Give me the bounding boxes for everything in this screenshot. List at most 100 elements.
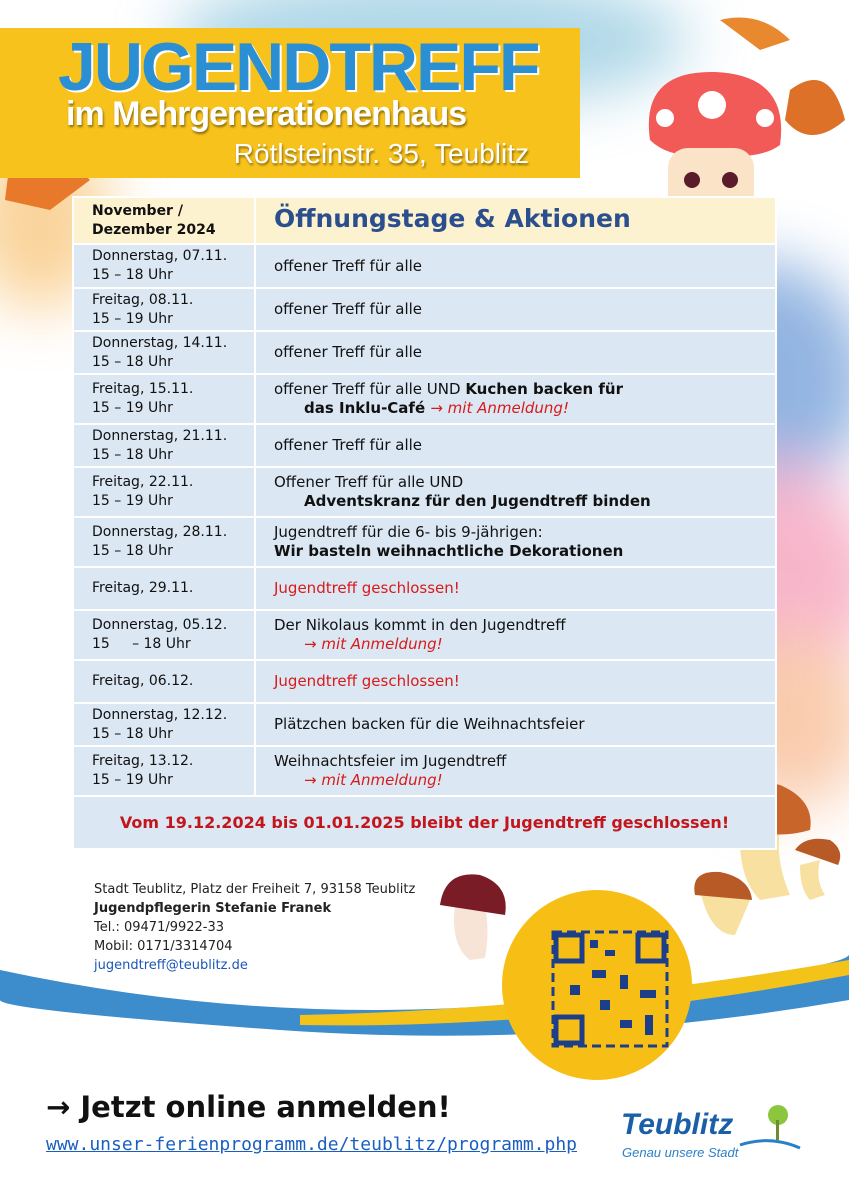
contact-email[interactable]: jugendtreff@teublitz.de <box>94 958 248 973</box>
period-cell: November / Dezember 2024 <box>72 196 256 245</box>
activity-cell: offener Treff für alle <box>254 287 777 332</box>
activity-text: offener Treff für alle <box>274 436 423 454</box>
activity-text: → mit Anmeldung! <box>304 635 443 653</box>
activity-cell: Weihnachtsfeier im Jugendtreff → mit Anme… <box>254 745 777 797</box>
heading-cell: Öffnungstage & Aktionen <box>254 196 777 245</box>
contact-person: Jugendpflegerin Stefanie Franek <box>94 901 332 916</box>
logo-slogan: Genau unsere Stadt <box>622 1145 739 1160</box>
activity-cell: offener Treff für alle <box>254 330 777 375</box>
day: Freitag, 13.12. <box>92 753 194 769</box>
day: Freitag, 22.11. <box>92 474 194 490</box>
time: 15 – 18 Uhr <box>92 446 173 463</box>
day: Freitag, 29.11. <box>92 580 194 596</box>
activity-text: Wir basteln weihnachtliche Dekorationen <box>274 542 624 560</box>
activity-text: Adventskranz für den Jugendtreff binden <box>304 492 651 510</box>
date-cell: Donnerstag, 28.11. 15 – 18 Uhr <box>72 516 256 568</box>
qr-modules <box>570 940 656 1035</box>
logo-tree <box>739 1105 801 1150</box>
time: 15 – 18 Uhr <box>92 636 191 652</box>
activity-cell: Der Nikolaus kommt in den Jugendtreff → m… <box>254 609 777 661</box>
date-cell: Freitag, 06.12. <box>72 659 256 704</box>
activity-text: Weihnachtsfeier im Jugendtreff <box>274 752 507 770</box>
time: 15 – 18 Uhr <box>92 353 173 370</box>
date-cell: Freitag, 13.12. 15 – 19 Uhr <box>72 745 256 797</box>
footer-row: Vom 19.12.2024 bis 01.01.2025 bleibt der… <box>72 795 777 850</box>
activity-cell: Jugendtreff geschlossen! <box>254 659 777 704</box>
activity-text: → mit Anmeldung! <box>430 399 569 417</box>
schedule-table: November / Dezember 2024 Öffnungstage & … <box>72 196 777 850</box>
url[interactable]: www.unser-ferienprogramm.de/teublitz/pro… <box>46 1134 578 1155</box>
day: Donnerstag, 28.11. <box>92 524 228 540</box>
activity-text: Plätzchen backen für die Weihnachtsfeier <box>274 715 585 733</box>
activity-text: offener Treff für alle <box>274 343 423 361</box>
activity-cell: Jugendtreff geschlossen! <box>254 566 777 611</box>
time: 15 – 18 Uhr <box>92 543 173 559</box>
time: 15 – 19 Uhr <box>92 400 173 416</box>
table-row: Donnerstag, 28.11. 15 – 18 Uhr Jugendtreff… <box>72 516 777 568</box>
activity-text: Jugendtreff geschlossen! <box>274 672 460 690</box>
date-cell: Donnerstag, 07.11. 15 – 18 Uhr <box>72 243 256 289</box>
date-cell: Donnerstag, 14.11. 15 – 18 Uhr <box>72 330 256 375</box>
table-row: Donnerstag, 07.11. 15 – 18 Uhr offener Tre… <box>72 243 777 289</box>
heading: Öffnungstage & Aktionen <box>274 204 631 233</box>
time: 15 – 18 Uhr <box>92 267 173 283</box>
activity-text: Der Nikolaus kommt in den Jugendtreff <box>274 616 566 634</box>
table-row: Freitag, 29.11. Jugendtreff geschlossen! <box>72 566 777 611</box>
qr-finder <box>635 932 667 964</box>
date-cell: Donnerstag, 21.11. 15 – 18 Uhr <box>72 423 256 468</box>
activity-cell: offener Treff für alle UND Kuchen backen… <box>254 373 777 425</box>
activity-text: Offener Treff für alle UND <box>274 473 464 491</box>
footer-cell: Vom 19.12.2024 bis 01.01.2025 bleibt der… <box>72 795 777 850</box>
activity-cell: Jugendtreff für die 6- bis 9-jährigen: Wi… <box>254 516 777 568</box>
date-cell: Freitag, 08.11. 15 – 19 Uhr <box>72 287 256 332</box>
table-row: Donnerstag, 21.11. 15 – 18 Uhr offener Tre… <box>72 423 777 468</box>
activity-text: das Inklu-Café <box>304 399 431 417</box>
subtitle: im Mehrgenerationenhaus <box>66 95 467 133</box>
contact-phone: Tel.: 09471/9922-33 <box>94 920 225 935</box>
period-line: Dezember 2024 <box>92 221 216 238</box>
table-row: Freitag, 08.11. 15 – 19 Uhr offener Treff … <box>72 287 777 332</box>
table-row: Freitag, 13.12. 15 – 19 Uhr Weihnachtsfeie… <box>72 745 777 797</box>
contact-address: Stadt Teublitz, Platz der Freiheit 7, 93… <box>94 882 416 897</box>
table-row: Freitag, 15.11. 15 – 19 Uhr offener Treff … <box>72 373 777 425</box>
date-cell: Donnerstag, 12.12. 15 – 18 Uhr <box>72 702 256 747</box>
table-body: November / Dezember 2024 Öffnungstage & … <box>72 196 777 850</box>
activity-text: Kuchen backen für <box>465 380 623 398</box>
activity-text: Jugendtreff geschlossen! <box>274 579 460 597</box>
activity-text: offener Treff für alle <box>274 300 423 318</box>
contact: Stadt Teublitz, Platz der Freiheit 7, 93… <box>94 880 415 975</box>
activity-text: offener Treff für alle UND <box>274 380 466 398</box>
activity-text: offener Treff für alle <box>274 256 423 275</box>
period-line: November / <box>92 202 183 219</box>
table-row: Freitag, 06.12. Jugendtreff geschlossen! <box>72 659 777 704</box>
activity-cell: Plätzchen backen für die Weihnachtsfeier <box>254 702 777 747</box>
logo-name: Teublitz <box>621 1108 734 1141</box>
activity-text: → mit Anmeldung! <box>304 771 443 789</box>
table-row: Donnerstag, 05.12. 15 – 18 Uhr Der Nikolau… <box>72 609 777 661</box>
day: Donnerstag, 05.12. <box>92 617 228 633</box>
day: Freitag, 08.11. <box>92 291 194 308</box>
activity-text: Jugendtreff für die 6- bis 9-jährigen: <box>274 523 543 541</box>
title: JUGENDTREFF <box>58 29 540 105</box>
day: Donnerstag, 07.11. <box>92 248 228 264</box>
activity-cell: Offener Treff für alle UND Adventskranz f… <box>254 466 777 518</box>
time: 15 – 19 Uhr <box>92 772 173 788</box>
address: Rötlsteinstr. 35, Teublitz <box>233 138 529 169</box>
day: Donnerstag, 14.11. <box>92 334 228 351</box>
contact-mobile: Mobil: 0171/3314704 <box>94 939 233 954</box>
table-header: November / Dezember 2024 Öffnungstage & … <box>72 196 777 245</box>
date-cell: Donnerstag, 05.12. 15 – 18 Uhr <box>72 609 256 661</box>
time: 15 – 19 Uhr <box>92 493 173 509</box>
time: 15 – 18 Uhr <box>92 725 173 742</box>
day: Donnerstag, 21.11. <box>92 427 228 444</box>
table-row: Donnerstag, 12.12. 15 – 18 Uhr Plätzchen b… <box>72 702 777 747</box>
activity-cell: offener Treff für alle <box>254 243 777 289</box>
cta: → Jetzt online anmelden! <box>46 1090 451 1124</box>
date-cell: Freitag, 15.11. 15 – 19 Uhr <box>72 373 256 425</box>
time: 15 – 19 Uhr <box>92 310 173 327</box>
table-row: Donnerstag, 14.11. 15 – 18 Uhr offener Tre… <box>72 330 777 375</box>
qr-finder <box>553 932 585 964</box>
header-box <box>0 28 580 178</box>
date-cell: Freitag, 22.11. 15 – 19 Uhr <box>72 466 256 518</box>
